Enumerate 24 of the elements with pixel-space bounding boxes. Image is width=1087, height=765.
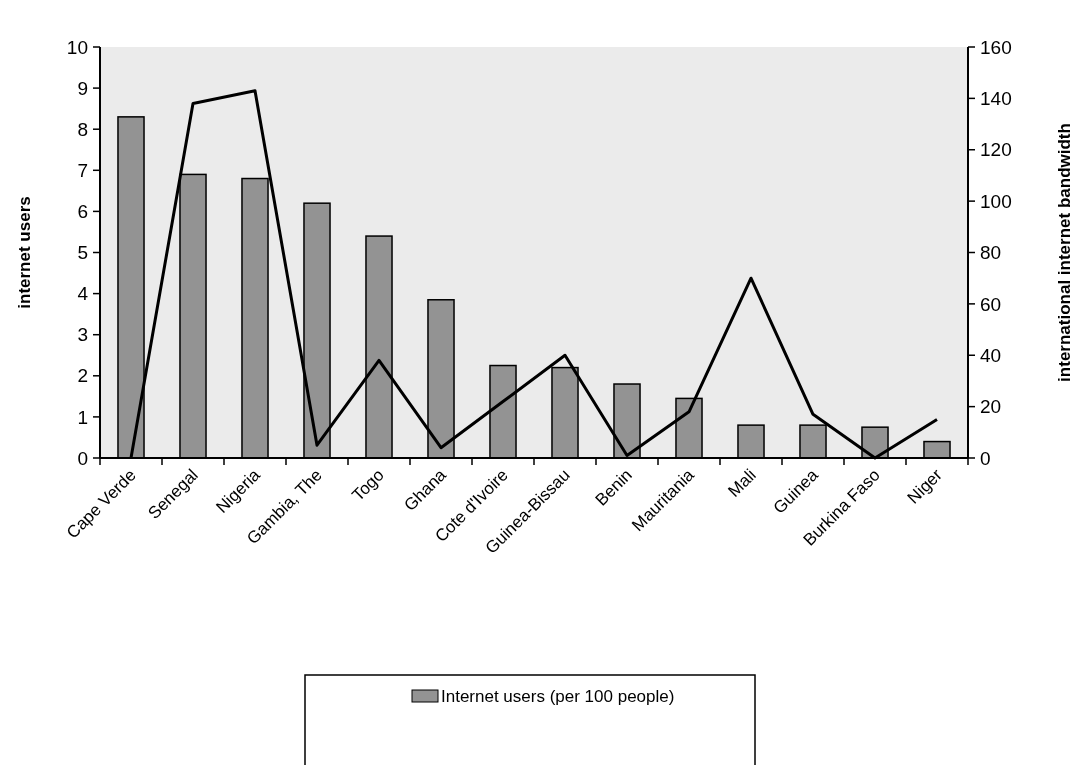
y-tick-label: 6 bbox=[77, 201, 88, 223]
y-axis-title: internet users bbox=[15, 196, 34, 309]
y2-tick-label: 100 bbox=[980, 190, 1012, 212]
y2-tick-label: 40 bbox=[980, 344, 1002, 366]
y-tick-label: 2 bbox=[77, 365, 88, 387]
y2-tick-label: 20 bbox=[980, 396, 1002, 418]
y-tick-label: 1 bbox=[77, 406, 88, 428]
y-tick-label: 7 bbox=[77, 159, 88, 181]
y2-tick-label: 120 bbox=[980, 139, 1012, 161]
y2-tick-label: 80 bbox=[980, 242, 1002, 264]
y-tick-label: 9 bbox=[77, 77, 88, 99]
y-tick-label: 3 bbox=[77, 324, 88, 346]
y-tick-label: 4 bbox=[77, 283, 89, 305]
y-tick-label: 8 bbox=[77, 118, 88, 140]
y2-tick-label: 160 bbox=[980, 36, 1012, 58]
y2-axis-title: international internet bandwidth bbox=[1055, 123, 1074, 382]
y2-tick-label: 60 bbox=[980, 293, 1002, 315]
y-tick-label: 5 bbox=[77, 242, 88, 264]
y-tick-label: 0 bbox=[77, 447, 88, 469]
y2-tick-label: 0 bbox=[980, 447, 991, 469]
y2-tick-label: 140 bbox=[980, 88, 1012, 110]
legend-label: Internet users (per 100 people) bbox=[441, 686, 675, 706]
y-tick-label: 10 bbox=[66, 36, 88, 58]
x-tick-label: Togo bbox=[348, 465, 388, 505]
